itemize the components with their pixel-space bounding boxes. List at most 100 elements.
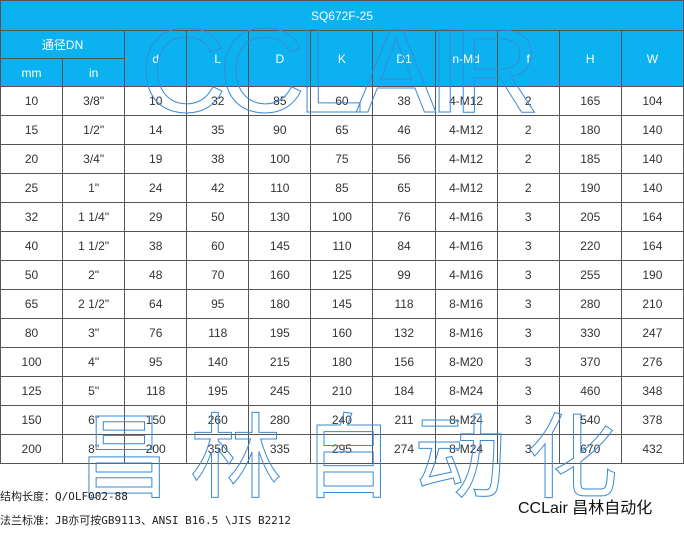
table-cell: 8-M16 [434,318,498,348]
table-cell: 160 [248,260,312,290]
table-cell: 205 [558,202,622,232]
table-cell: 2 [496,115,560,145]
table-cell: 46 [372,115,436,145]
table-cell: 274 [372,434,436,464]
table-cell: 2" [62,260,126,290]
table-cell: 8-M24 [434,434,498,464]
table-cell: 335 [248,434,312,464]
table-cell: 211 [372,405,436,435]
table-cell: 84 [372,231,436,261]
table-cell: 3 [496,260,560,290]
mm-header: mm [0,58,64,87]
table-cell: 140 [186,347,250,377]
table-cell: 118 [186,318,250,348]
table-cell: 76 [372,202,436,232]
table-cell: 378 [620,405,684,435]
table-cell: 180 [310,347,374,377]
table-cell: 118 [124,376,188,406]
table-row: 80 3" 76 118 195 160 132 8-M16 3 330 247 [0,318,684,348]
table-cell: 3 [496,434,560,464]
table-cell: 255 [558,260,622,290]
table-cell: 4-M12 [434,115,498,145]
table-cell: 1 1/4" [62,202,126,232]
table-cell: 432 [620,434,684,464]
table-cell: 330 [558,318,622,348]
table-cell: 65 [372,173,436,203]
table-cell: 4-M16 [434,202,498,232]
table-cell: 185 [558,144,622,174]
table-cell: 19 [124,144,188,174]
table-cell: 3" [62,318,126,348]
table-cell: 1/2" [62,115,126,145]
table-row: 10 3/8" 10 32 85 60 38 4-M12 2 165 104 [0,86,684,116]
table-cell: 100 [0,347,64,377]
brand-label: CCLair 昌林自动化 [518,500,653,517]
table-cell: 4-M16 [434,260,498,290]
table-cell: 35 [186,115,250,145]
table-cell: 245 [248,376,312,406]
table-cell: 38 [124,231,188,261]
table-cell: 210 [310,376,374,406]
table-cell: 184 [372,376,436,406]
table-cell: 118 [372,289,436,319]
table-cell: 104 [620,86,684,116]
table-cell: 3 [496,289,560,319]
table-cell: 64 [124,289,188,319]
table-cell: 70 [186,260,250,290]
table-title: SQ672F-25 [0,0,684,31]
table-cell: 130 [248,202,312,232]
table-cell: 60 [186,231,250,261]
table-cell: 38 [186,144,250,174]
table-cell: 20 [0,144,64,174]
table-cell: 2 1/2" [62,289,126,319]
table-cell: 240 [310,405,374,435]
table-cell: 195 [186,376,250,406]
table-cell: 215 [248,347,312,377]
table-cell: 1 1/2" [62,231,126,261]
table-cell: 3 [496,376,560,406]
table-cell: 10 [124,86,188,116]
table-cell: 295 [310,434,374,464]
col-header: D1 [372,30,436,87]
table-cell: 145 [248,231,312,261]
table-row: 100 4" 95 140 215 180 156 8-M20 3 370 276 [0,347,684,377]
table-row: 125 5" 118 195 245 210 184 8-M24 3 460 348 [0,376,684,406]
col-header: L [186,30,250,87]
table-cell: 60 [310,86,374,116]
table-cell: 348 [620,376,684,406]
table-cell: 180 [248,289,312,319]
table-cell: 85 [248,86,312,116]
table-cell: 110 [248,173,312,203]
table-row: 20 3/4" 19 38 100 75 56 4-M12 2 185 140 [0,144,684,174]
col-header: K [310,30,374,87]
col-header: d [124,30,188,87]
table-cell: 164 [620,202,684,232]
notes: 结构长度：Q/OLF002-88 法兰标准：JB亦可按GB9113、ANSI B… [0,485,291,533]
table-cell: 350 [186,434,250,464]
table-cell: 200 [124,434,188,464]
dn-header: 通径DN [0,30,126,59]
col-header: f [496,30,560,87]
table-cell: 14 [124,115,188,145]
col-header: n-Md [434,30,498,87]
table-cell: 29 [124,202,188,232]
table-cell: 3/4" [62,144,126,174]
table-cell: 40 [0,231,64,261]
table-cell: 4-M12 [434,86,498,116]
table-cell: 125 [0,376,64,406]
table-cell: 220 [558,231,622,261]
table-cell: 150 [124,405,188,435]
table-cell: 5" [62,376,126,406]
table-cell: 80 [0,318,64,348]
table-cell: 32 [186,86,250,116]
table-cell: 670 [558,434,622,464]
table-cell: 190 [620,260,684,290]
table-cell: 4-M16 [434,231,498,261]
in-header: in [62,58,126,87]
table-cell: 8-M20 [434,347,498,377]
table-cell: 90 [248,115,312,145]
table-cell: 165 [558,86,622,116]
table-cell: 15 [0,115,64,145]
table-cell: 8" [62,434,126,464]
table-row: 200 8" 200 350 335 295 274 8-M24 3 670 432 [0,434,684,464]
